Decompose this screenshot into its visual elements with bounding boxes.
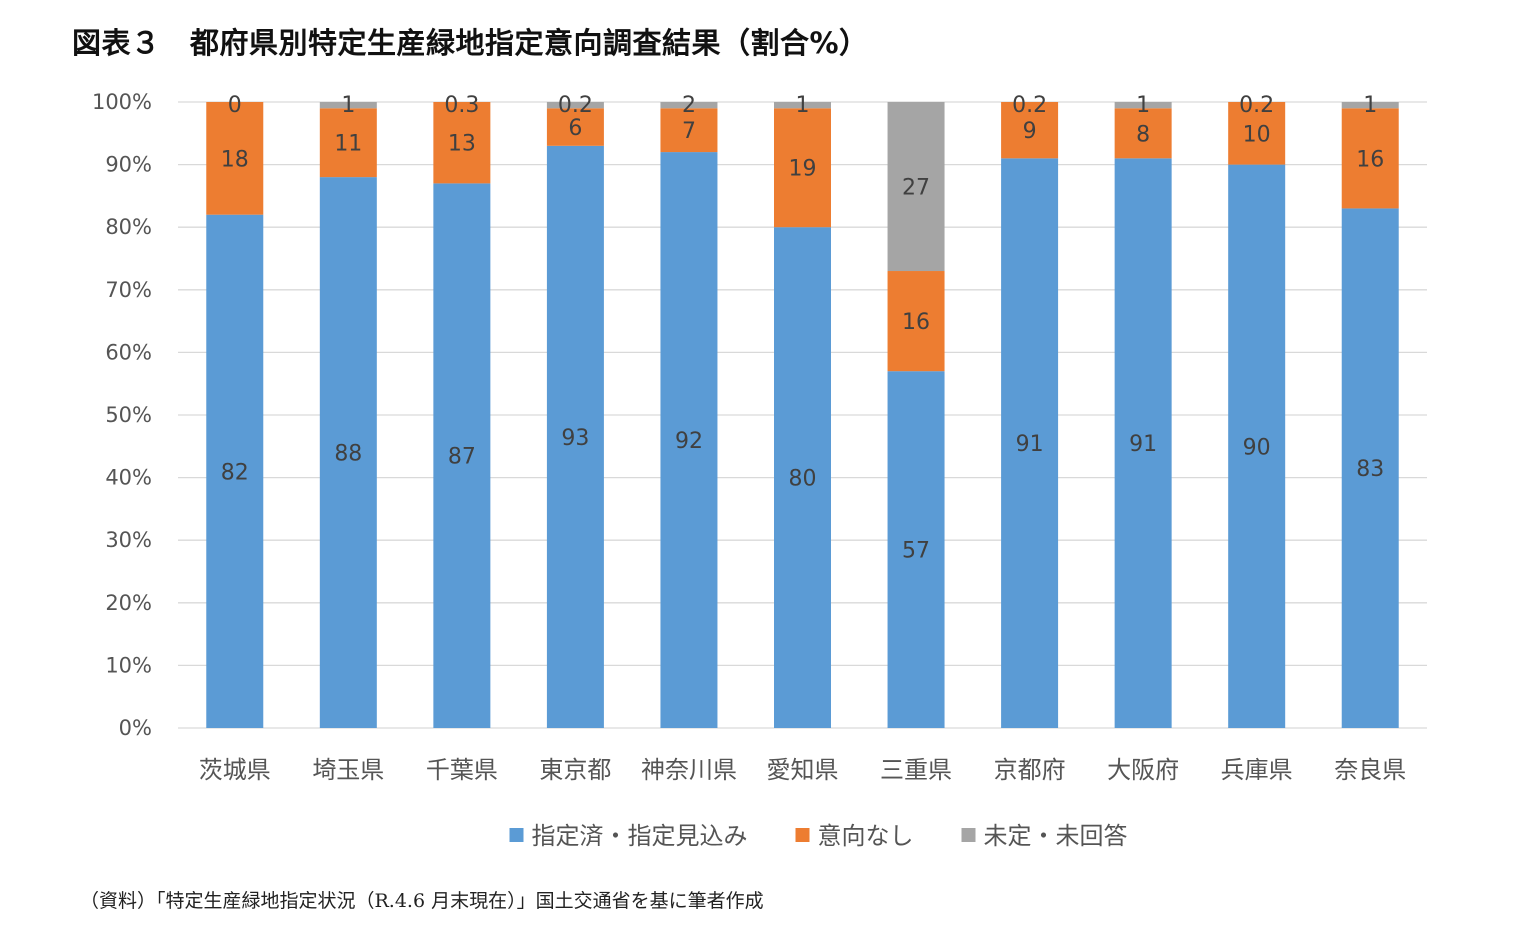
data-label: 10 bbox=[1243, 122, 1271, 147]
y-tick-label: 10% bbox=[105, 653, 152, 677]
bar-segment bbox=[546, 145, 604, 728]
bar-segment bbox=[660, 108, 718, 153]
y-tick-label: 20% bbox=[105, 591, 152, 615]
y-tick-label: 80% bbox=[105, 215, 152, 239]
data-label: 11 bbox=[334, 132, 362, 157]
x-category-label: 大阪府 bbox=[1107, 756, 1179, 784]
data-label: 93 bbox=[561, 426, 589, 451]
bar-segment bbox=[546, 108, 604, 146]
bar-segment bbox=[887, 271, 945, 372]
data-label: 90 bbox=[1243, 435, 1271, 460]
bar-segment bbox=[546, 102, 604, 109]
bar-segment bbox=[206, 214, 264, 728]
y-tick-label: 30% bbox=[105, 528, 152, 552]
x-category-label: 埼玉県 bbox=[312, 756, 384, 784]
legend-swatch bbox=[795, 828, 810, 842]
bar-segment bbox=[1114, 102, 1172, 109]
x-category-label: 愛知県 bbox=[767, 756, 839, 784]
bars bbox=[206, 102, 1399, 729]
bar-segment bbox=[1114, 108, 1172, 159]
data-label: 87 bbox=[448, 445, 476, 470]
bar-segment bbox=[319, 108, 377, 178]
data-label: 91 bbox=[1016, 432, 1044, 457]
y-tick-label: 90% bbox=[105, 153, 152, 177]
data-label: 1 bbox=[1136, 93, 1150, 118]
bar-segment bbox=[1341, 108, 1399, 209]
data-label: 57 bbox=[902, 539, 930, 564]
data-label: 16 bbox=[902, 310, 930, 335]
chart-title: 図表３ 都府県別特定生産緑地指定意向調査結果（割合%） bbox=[72, 26, 869, 60]
data-label: 82 bbox=[221, 460, 249, 485]
bar-segment bbox=[1228, 164, 1286, 729]
bar-segment bbox=[1228, 102, 1286, 165]
x-category-label: 奈良県 bbox=[1334, 756, 1406, 784]
bar-segment bbox=[1001, 102, 1059, 159]
data-label: 1 bbox=[796, 93, 810, 118]
x-category-label: 京都府 bbox=[994, 756, 1066, 784]
y-tick-label: 40% bbox=[105, 466, 152, 490]
y-tick-label: 60% bbox=[105, 340, 152, 364]
data-label: 83 bbox=[1356, 457, 1384, 482]
y-tick-label: 100% bbox=[92, 90, 152, 114]
bar-segment bbox=[774, 108, 831, 228]
data-label: 9 bbox=[1023, 119, 1037, 144]
data-label: 2 bbox=[682, 93, 696, 118]
bar-segment bbox=[319, 177, 377, 728]
legend-swatch bbox=[961, 828, 976, 842]
bar-segment bbox=[433, 102, 491, 184]
legend-label: 意向なし bbox=[818, 822, 914, 850]
data-label: 0.3 bbox=[444, 93, 479, 118]
legend-label: 指定済・指定見込み bbox=[532, 822, 748, 850]
x-category-label: 三重県 bbox=[880, 756, 952, 784]
data-label: 0.2 bbox=[1239, 93, 1274, 118]
data-label: 7 bbox=[682, 119, 696, 144]
x-category-label: 兵庫県 bbox=[1221, 756, 1293, 784]
bar-segment bbox=[887, 371, 945, 728]
data-label: 88 bbox=[334, 442, 362, 467]
bar-segment bbox=[1114, 158, 1172, 729]
y-axis-ticks: 0% 10% 20% 30% 40% 50% 60% 70% 80% 90% 100% bbox=[92, 90, 152, 740]
bar-segment bbox=[433, 183, 491, 728]
x-category-label: 千葉県 bbox=[426, 756, 498, 784]
data-label: 0.2 bbox=[1012, 93, 1047, 118]
source-note: （資料）「特定生産緑地指定状況（R.4.6 月末現在）」国土交通省を基に筆者作成 bbox=[80, 890, 764, 912]
x-category-label: 神奈川県 bbox=[641, 756, 737, 784]
data-label: 80 bbox=[789, 467, 817, 492]
legend-label: 未定・未回答 bbox=[984, 822, 1128, 850]
data-label: 0.2 bbox=[558, 93, 593, 118]
data-label: 6 bbox=[568, 116, 582, 141]
data-label: 0 bbox=[228, 93, 242, 118]
bar-segment bbox=[1341, 102, 1399, 109]
bar-segment bbox=[660, 102, 718, 109]
x-axis-categories: 茨城県 埼玉県 千葉県 東京都 神奈川県 愛知県 三重県 京都府 大阪府 兵庫県 奈良県 bbox=[199, 756, 1406, 784]
bar-segment bbox=[660, 152, 718, 728]
data-label: 27 bbox=[902, 176, 930, 201]
bar-segment bbox=[774, 227, 831, 728]
data-label: 19 bbox=[789, 157, 817, 182]
data-label: 91 bbox=[1129, 432, 1157, 457]
data-label: 8 bbox=[1136, 122, 1150, 147]
data-label: 16 bbox=[1356, 147, 1384, 172]
data-label: 1 bbox=[341, 93, 355, 118]
legend: 指定済・指定見込み 意向なし 未定・未回答 bbox=[509, 822, 1128, 850]
legend-swatch bbox=[509, 828, 524, 842]
x-category-label: 茨城県 bbox=[199, 756, 271, 784]
bar-segment bbox=[774, 102, 831, 109]
data-label: 1 bbox=[1363, 93, 1377, 118]
y-tick-label: 70% bbox=[105, 278, 152, 302]
bar-segment bbox=[1001, 158, 1059, 729]
x-category-label: 東京都 bbox=[539, 756, 611, 784]
data-label: 13 bbox=[448, 132, 476, 157]
data-labels: 821808811187130.39360.292728019157162791… bbox=[221, 93, 1384, 564]
bar-segment bbox=[887, 102, 945, 272]
data-label: 18 bbox=[221, 147, 249, 172]
bar-segment bbox=[206, 102, 264, 215]
data-label: 92 bbox=[675, 429, 703, 454]
bar-segment bbox=[1341, 208, 1399, 729]
bar-segment bbox=[319, 102, 377, 109]
y-tick-label: 50% bbox=[105, 403, 152, 427]
y-tick-label: 0% bbox=[119, 716, 152, 740]
